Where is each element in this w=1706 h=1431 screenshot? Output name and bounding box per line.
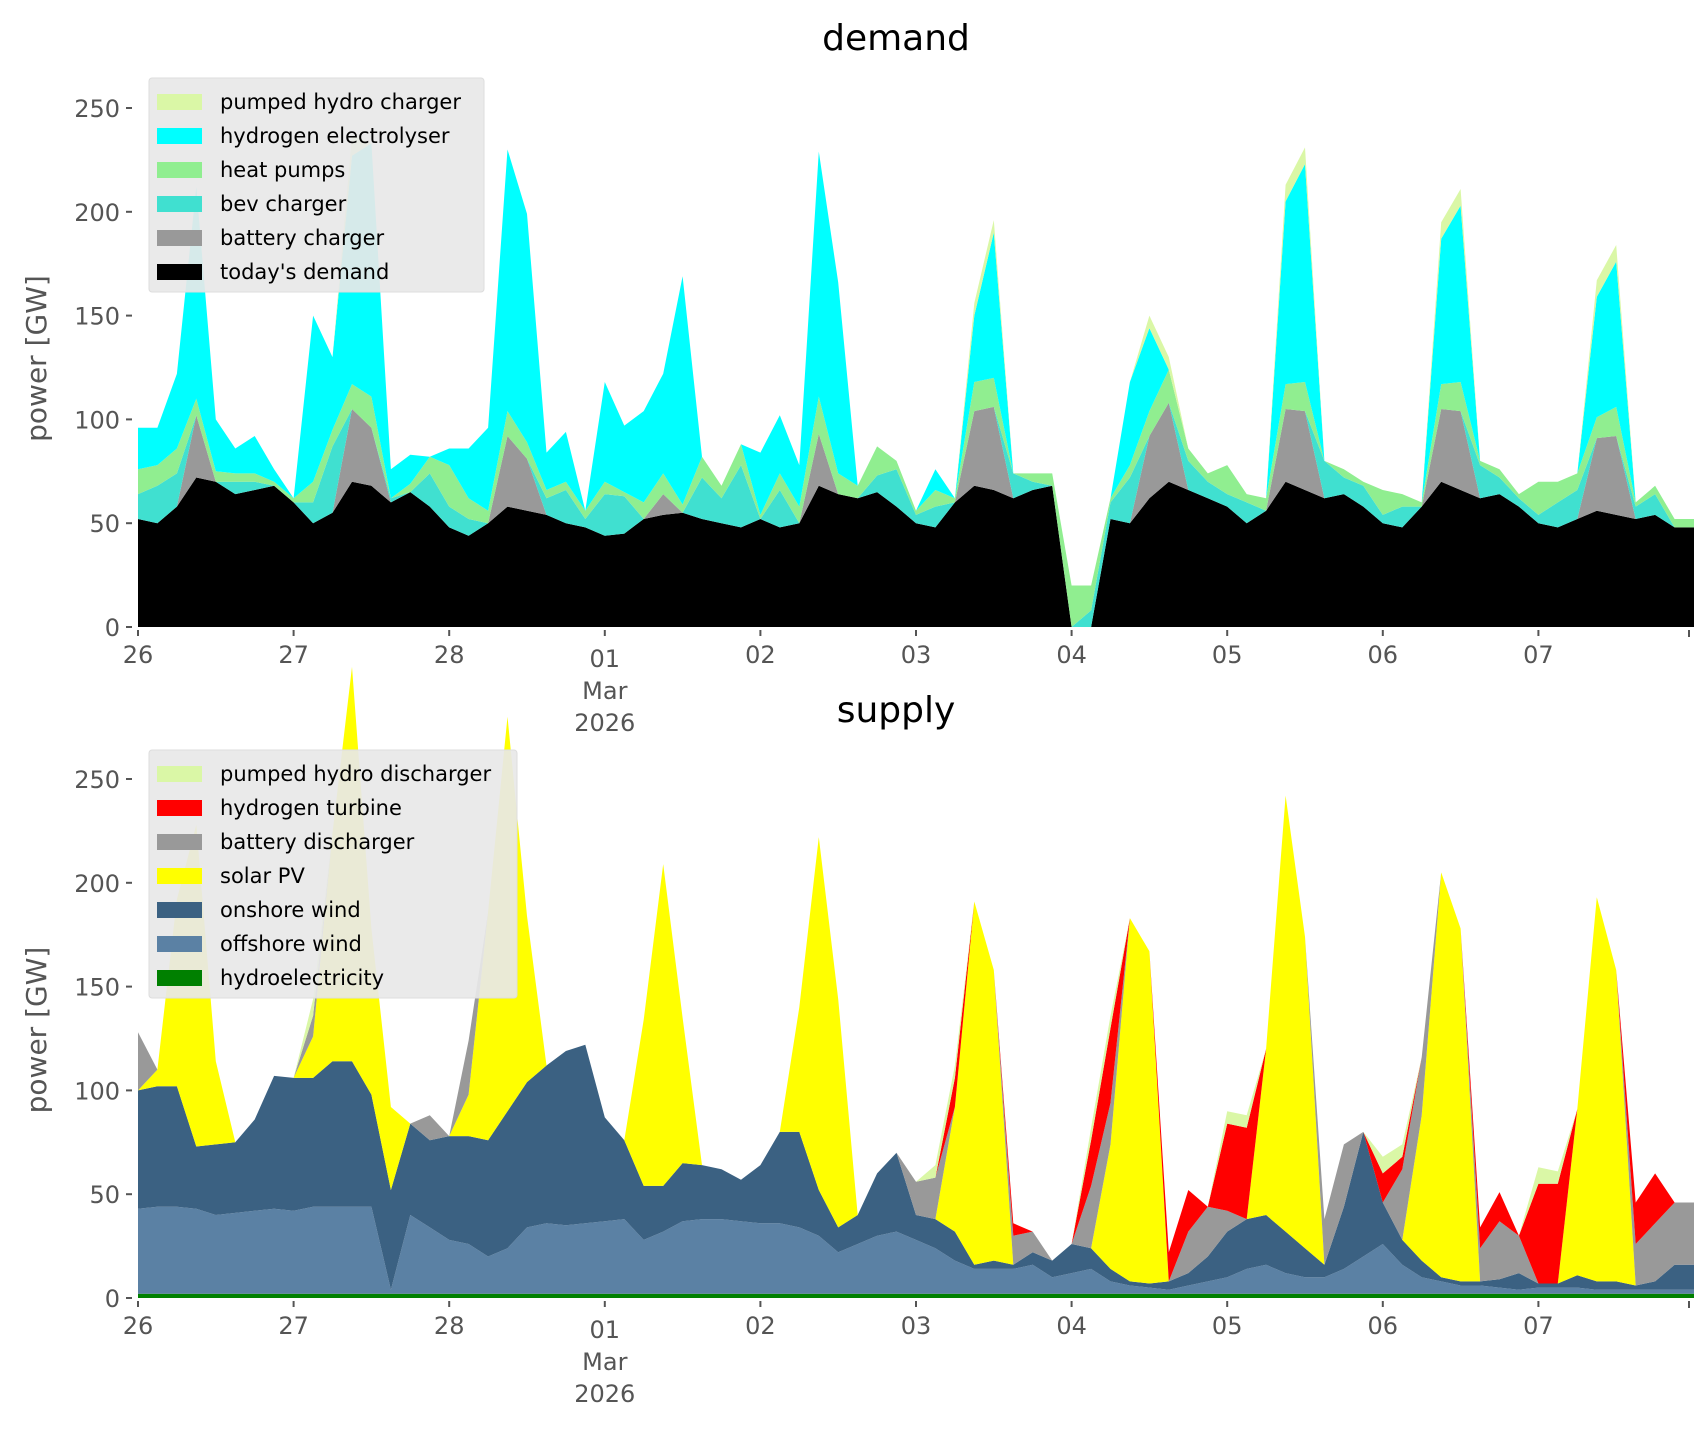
y-tick-label: 150 xyxy=(74,303,120,331)
area-hydroelectricity xyxy=(138,1293,1694,1298)
legend-label-battery-discharger: battery discharger xyxy=(220,830,415,854)
x-tick-label: 06 xyxy=(1368,641,1399,669)
x-tick-sublabel: Mar xyxy=(582,1348,627,1376)
legend-label-solar-pv: solar PV xyxy=(220,864,305,888)
chart-title: supply xyxy=(837,690,956,731)
y-tick-label: 250 xyxy=(74,95,120,123)
area-hydrogen-electrolyser xyxy=(138,143,1694,586)
y-tick-label: 100 xyxy=(74,1077,120,1105)
legend-label-bev-charger: bev charger xyxy=(220,192,347,216)
x-tick-label: 01 xyxy=(590,645,621,673)
x-tick-label: 26 xyxy=(123,1312,154,1340)
stacked-areas xyxy=(138,666,1694,1298)
legend-swatch-pumped-hydro-discharger xyxy=(157,766,202,782)
x-tick-label: 03 xyxy=(901,1312,932,1340)
x-tick-sublabel: 2026 xyxy=(574,1380,635,1408)
y-tick-label: 200 xyxy=(74,870,120,898)
x-tick-label: 27 xyxy=(278,1312,309,1340)
x-tick-label: 27 xyxy=(278,641,309,669)
y-tick-label: 50 xyxy=(89,1181,120,1209)
y-tick-label: 200 xyxy=(74,199,120,227)
y-axis-label: power [GW] xyxy=(20,275,53,442)
legend-label-battery-charger: battery charger xyxy=(220,226,385,250)
y-tick-label: 250 xyxy=(74,766,120,794)
x-tick-label: 07 xyxy=(1523,641,1554,669)
legend: pumped hydro discharger hydrogen turbine b… xyxy=(148,749,518,999)
area-hydrogen-turbine xyxy=(138,666,1694,1284)
legend-swatch-bev-charger xyxy=(157,196,202,212)
x-tick-label: 28 xyxy=(434,641,465,669)
x-tick-label: 04 xyxy=(1056,641,1087,669)
x-tick-label: 01 xyxy=(590,1316,621,1344)
legend-label-hydroelectricity: hydroelectricity xyxy=(220,966,384,990)
stacked-areas xyxy=(138,135,1694,627)
legend-label-hydrogen-electrolyser: hydrogen electrolyser xyxy=(220,124,450,148)
legend-swatch-battery-discharger xyxy=(157,834,202,850)
x-tick-sublabel: 2026 xyxy=(574,709,635,737)
legend-swatch-hydrogen-turbine xyxy=(157,800,202,816)
area-battery-charger xyxy=(138,402,1694,627)
legend-label-heat-pumps: heat pumps xyxy=(220,158,345,182)
x-tick-label: 05 xyxy=(1212,1312,1243,1340)
legend-swatch-offshore-wind xyxy=(157,936,202,952)
x-tick-label: 05 xyxy=(1212,641,1243,669)
x-tick-label: 26 xyxy=(123,641,154,669)
y-tick-label: 0 xyxy=(105,614,120,642)
legend-label-onshore-wind: onshore wind xyxy=(220,898,361,922)
legend-swatch-solar-pv xyxy=(157,868,202,884)
x-tick-label: 02 xyxy=(745,1312,776,1340)
legend-swatch-heat-pumps xyxy=(157,162,202,178)
legend-box xyxy=(148,77,485,293)
legend-label-today-s-demand: today's demand xyxy=(220,260,389,284)
area-heat-pumps xyxy=(138,369,1694,627)
x-tick-label: 04 xyxy=(1056,1312,1087,1340)
chart-title: demand xyxy=(822,18,970,59)
legend-box xyxy=(148,749,518,999)
area-onshore-wind xyxy=(138,1044,1694,1290)
legend-swatch-today-s-demand xyxy=(157,264,202,280)
legend-swatch-battery-charger xyxy=(157,230,202,246)
x-tick-label: 03 xyxy=(901,641,932,669)
area-solar-pv xyxy=(138,666,1694,1286)
y-tick-label: 0 xyxy=(105,1285,120,1313)
x-tick-label: 07 xyxy=(1523,1312,1554,1340)
area-today-s-demand xyxy=(138,477,1694,627)
x-tick-label: 28 xyxy=(434,1312,465,1340)
legend-swatch-hydroelectricity xyxy=(157,970,202,986)
x-tick-label: 02 xyxy=(745,641,776,669)
legend: pumped hydro charger hydrogen electrolyse… xyxy=(148,77,485,293)
legend-swatch-pumped-hydro-charger xyxy=(157,94,202,110)
legend-label-pumped-hydro-discharger: pumped hydro discharger xyxy=(220,762,491,786)
x-tick-label: 06 xyxy=(1368,1312,1399,1340)
legend-label-offshore-wind: offshore wind xyxy=(220,932,362,956)
y-axis-label: power [GW] xyxy=(20,947,53,1114)
x-tick-sublabel: Mar xyxy=(582,677,627,705)
y-tick-label: 100 xyxy=(74,406,120,434)
y-tick-label: 150 xyxy=(74,974,120,1002)
legend-label-hydrogen-turbine: hydrogen turbine xyxy=(220,796,402,820)
legend-label-pumped-hydro-charger: pumped hydro charger xyxy=(220,90,461,114)
legend-swatch-onshore-wind xyxy=(157,902,202,918)
y-tick-label: 50 xyxy=(89,510,120,538)
area-offshore-wind xyxy=(138,1206,1694,1294)
legend-swatch-hydrogen-electrolyser xyxy=(157,128,202,144)
